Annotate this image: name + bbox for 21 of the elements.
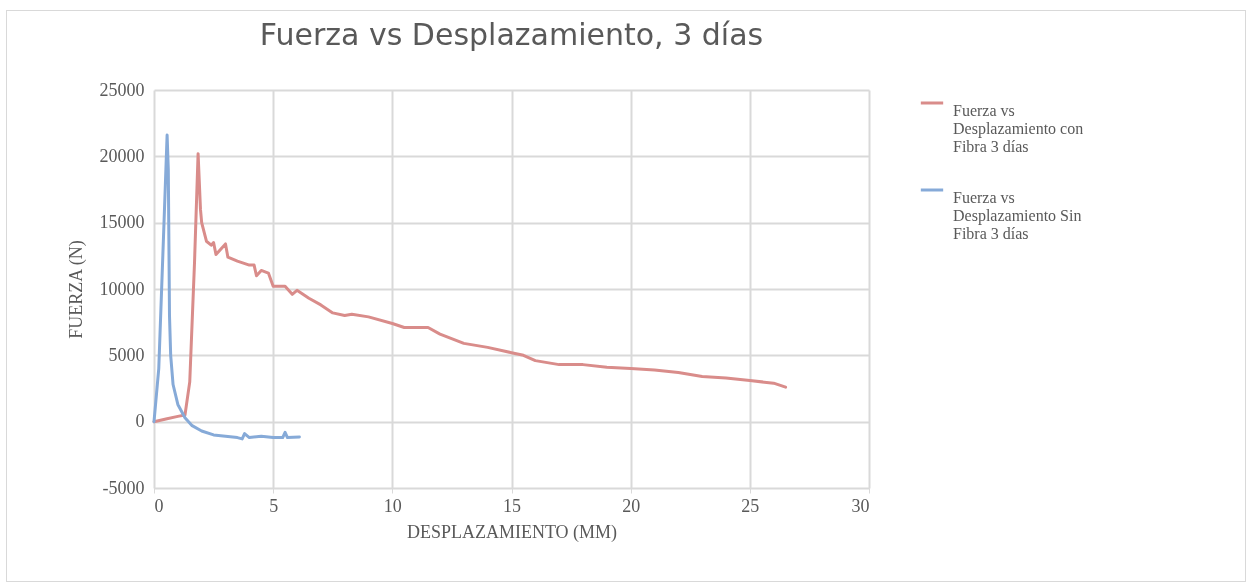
x-axis-title: DESPLAZAMIENTO (MM) — [406, 521, 618, 543]
x-tick-label: 10 — [383, 495, 402, 516]
line-series — [152, 133, 301, 441]
y-tick-label: 20000 — [99, 145, 145, 166]
y-tick-label: 5000 — [108, 344, 145, 365]
x-tick-label: 0 — [154, 495, 164, 516]
x-tick-label: 20 — [622, 495, 641, 516]
x-tick-label: 25 — [741, 495, 760, 516]
chart-title: Fuerza vs Desplazamiento, 3 días — [259, 17, 764, 52]
line-series — [152, 152, 788, 424]
legend-label: Fuerza vs Desplazamiento con Fibra 3 días — [953, 102, 1084, 155]
x-tick-label: 5 — [269, 495, 279, 516]
y-tick-label: 15000 — [99, 212, 145, 233]
x-tick-label: 30 — [851, 495, 870, 516]
x-tick-label: 15 — [503, 495, 521, 516]
y-tick-label: 25000 — [99, 79, 145, 100]
y-axis-title: FUERZA (N) — [65, 240, 87, 339]
legend-label: Fuerza vs Desplazamiento Sin Fibra 3 días — [953, 189, 1082, 242]
y-tick-label: 10000 — [99, 278, 145, 299]
y-tick-label: -5000 — [102, 477, 145, 498]
y-tick-label: 0 — [135, 411, 145, 432]
